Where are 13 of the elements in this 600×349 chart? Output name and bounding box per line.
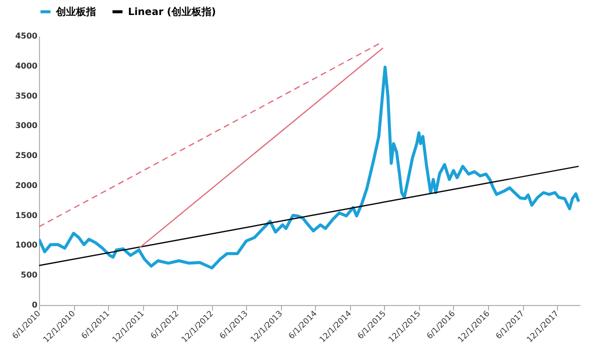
y-tick-label: 4500 <box>15 32 38 40</box>
y-tick-label: 500 <box>20 270 38 280</box>
legend-label: Linear (创业板指) <box>128 6 216 18</box>
y-tick-label: 2500 <box>15 151 38 160</box>
line-series <box>39 66 580 270</box>
y-tick-label: 4000 <box>15 61 38 70</box>
y-tick-label: 1000 <box>15 240 38 250</box>
y-tick-label: 0 <box>32 300 38 310</box>
y-tick-label: 3000 <box>15 121 38 130</box>
y-tick-label: 2000 <box>15 180 38 190</box>
legend-label: 创业板指 <box>55 6 96 18</box>
y-tick-label: 1500 <box>15 210 38 220</box>
y-tick-label: 3500 <box>15 91 38 100</box>
